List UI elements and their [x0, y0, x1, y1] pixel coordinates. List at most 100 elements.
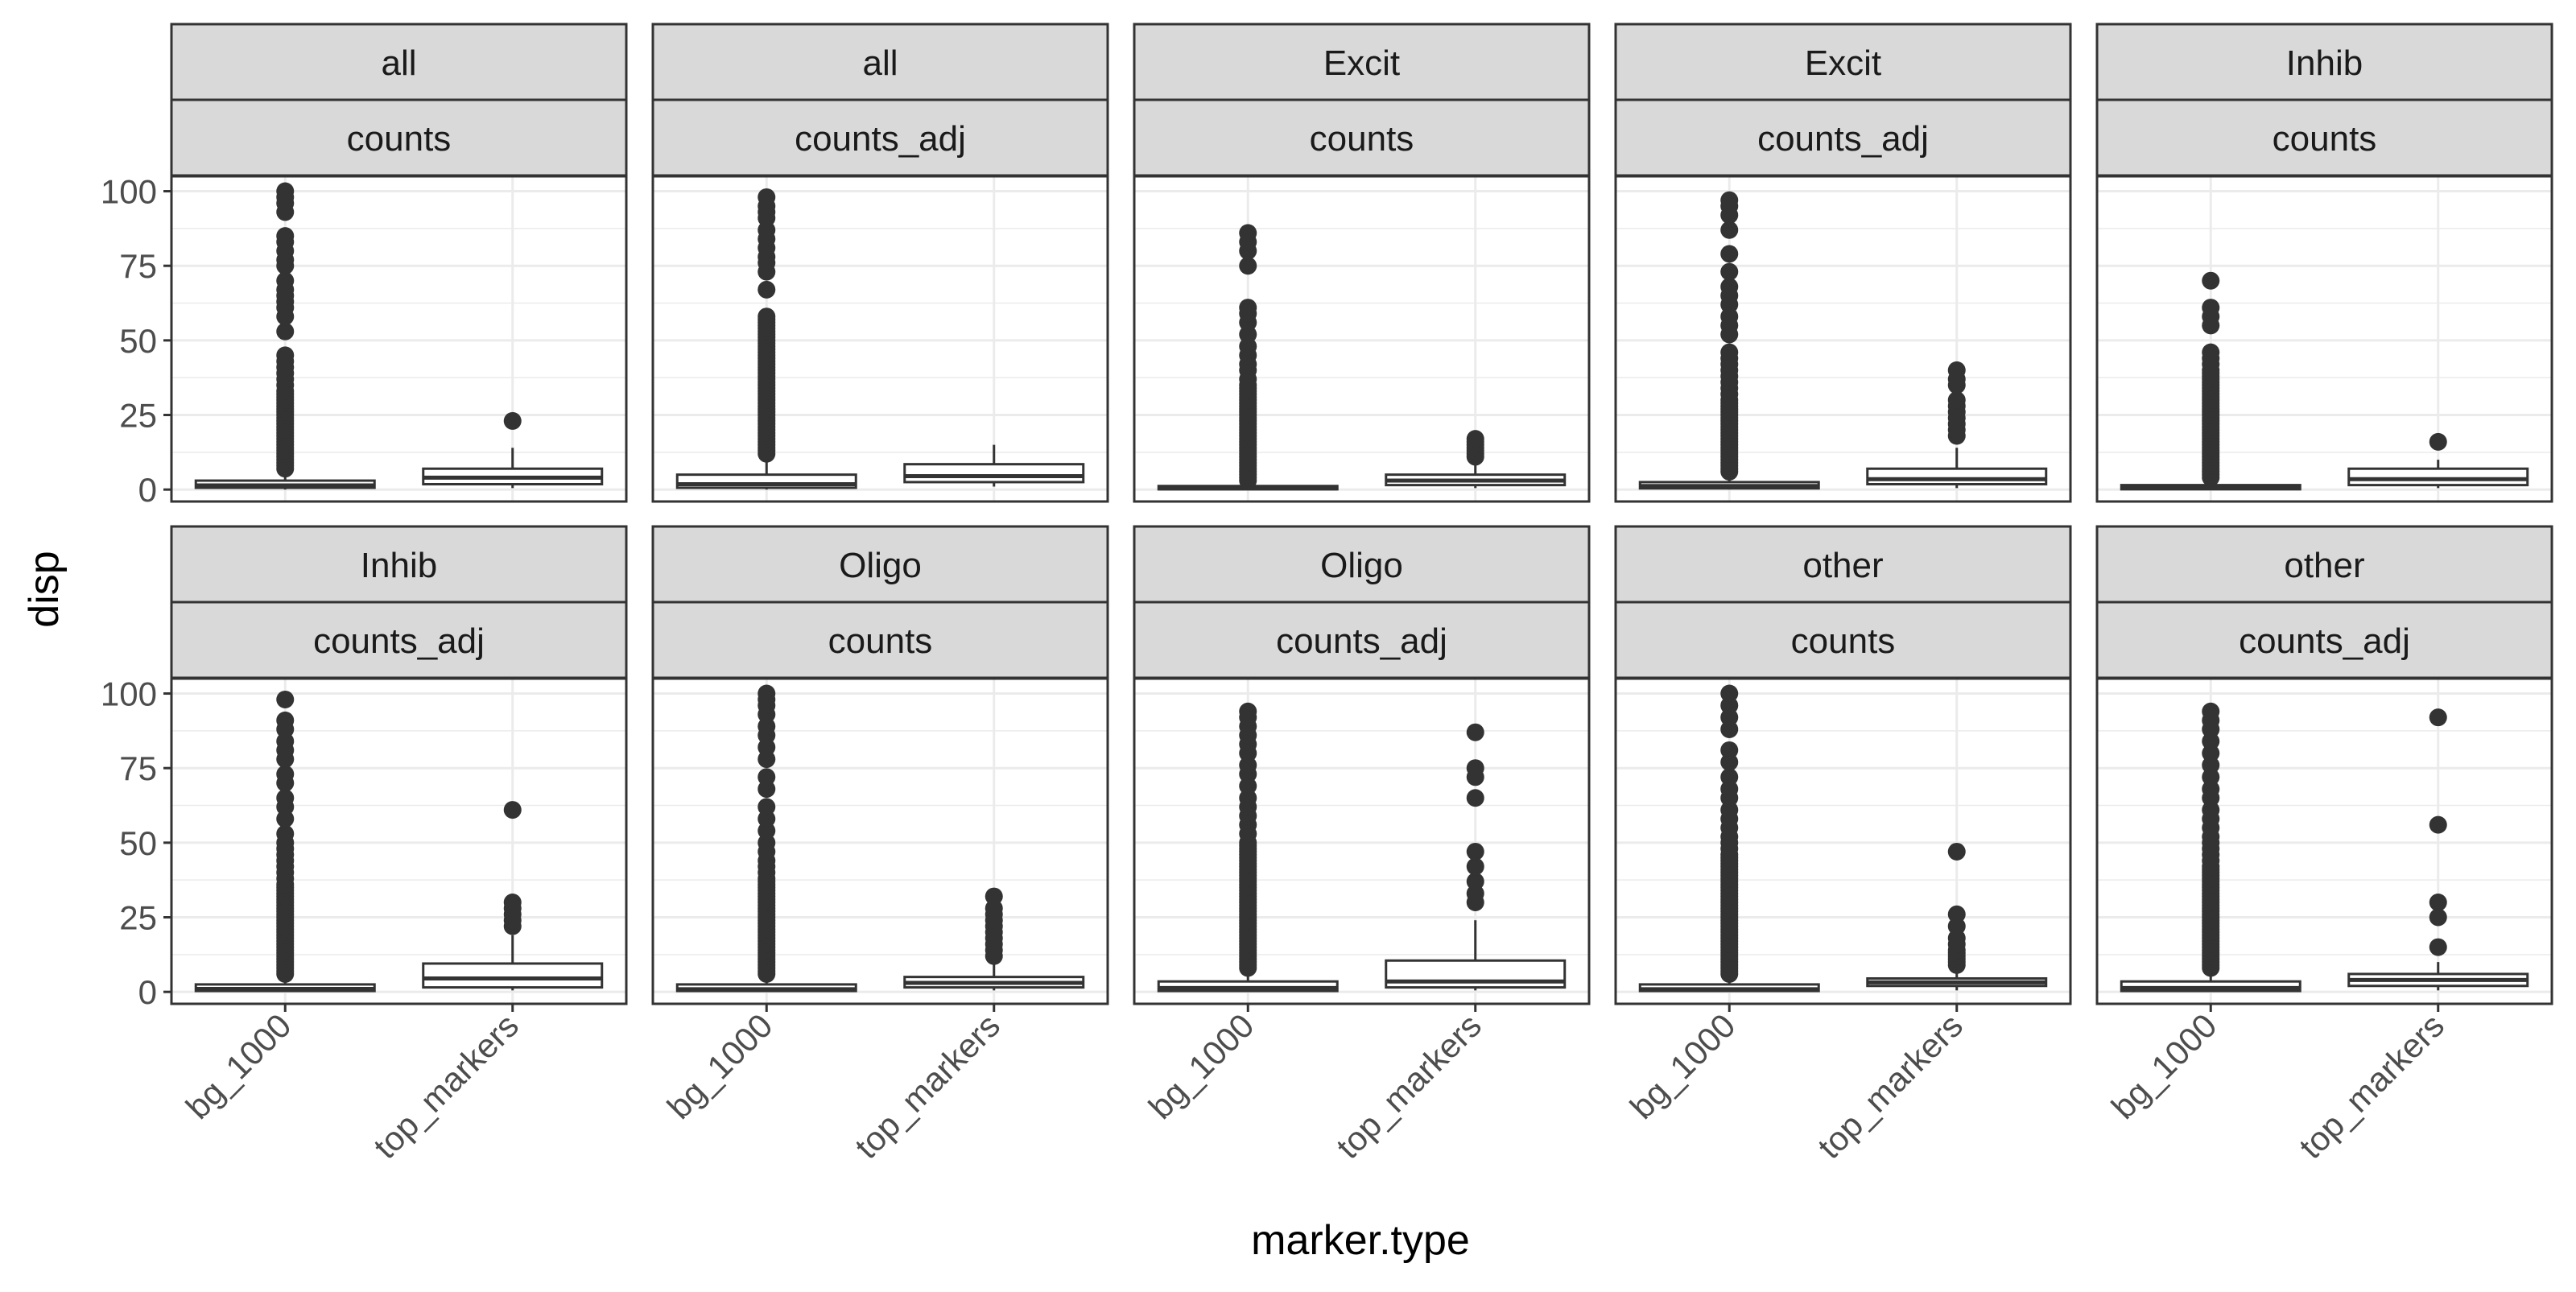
outlier-point — [1947, 842, 1966, 861]
facet-strip-bottom — [1133, 601, 1591, 679]
facet-strip-top-label: all — [862, 43, 898, 83]
outlier-point — [758, 188, 776, 206]
boxplot-top_markers — [1866, 842, 2048, 991]
y-tick-label: 50 — [119, 824, 157, 862]
outlier-point — [1720, 191, 1739, 209]
outlier-point — [1239, 224, 1257, 242]
outlier-point — [2202, 343, 2220, 361]
outlier-point — [276, 182, 295, 200]
y-tick-label: 100 — [101, 675, 157, 713]
outlier-point — [1239, 702, 1257, 720]
outlier-point — [1720, 278, 1739, 296]
outlier-point — [1466, 873, 1484, 891]
boxplot-bg_1000 — [675, 188, 857, 490]
panel-border — [2095, 175, 2553, 503]
facet-strip-top — [1614, 525, 2072, 604]
y-tick-label: 75 — [119, 749, 157, 787]
outlier-point — [1720, 741, 1739, 759]
outlier-point — [758, 308, 776, 326]
plot-background — [171, 176, 626, 502]
facet-strip-top — [170, 23, 628, 101]
facet-strip-bottom — [651, 601, 1109, 679]
x-tick-label: top_markers — [1329, 1006, 1488, 1166]
boxplot-bg_1000 — [194, 182, 376, 490]
facet-strip-bottom-label: counts_adj — [1757, 119, 1929, 159]
boxplot-bg_1000 — [1638, 191, 1820, 490]
panel-border — [2095, 677, 2553, 1005]
facet-strip-bottom-label: counts — [1310, 119, 1414, 159]
outlier-point — [276, 824, 295, 843]
outlier-point — [503, 801, 522, 819]
facet-strip-bottom — [1614, 98, 2072, 177]
outlier-point — [503, 893, 522, 911]
facet-panel: Excit counts_adj — [1614, 23, 2072, 503]
outlier-point — [1466, 430, 1484, 448]
facet-strip-bottom-label: counts_adj — [795, 119, 966, 159]
outlier-point — [276, 346, 295, 365]
plot-background — [1616, 679, 2070, 1004]
facet-strip-top-label: Oligo — [1320, 546, 1403, 585]
outlier-point — [276, 690, 295, 708]
plot-background — [171, 679, 626, 1004]
outlier-point — [503, 411, 522, 430]
facet-panel: Oligo counts bg_1000 top_markers — [651, 525, 1109, 1166]
outlier-point — [1720, 262, 1739, 281]
x-tick-label: bg_1000 — [179, 1006, 299, 1126]
facet-panel: other counts bg_1000 top_markers — [1614, 525, 2072, 1166]
facet-strip-top — [1133, 525, 1591, 604]
outlier-point — [1720, 684, 1739, 703]
facet-panel: other counts_adj bg_1000 top_markers — [2095, 525, 2553, 1166]
facet-panel: Inhib counts — [2095, 23, 2553, 503]
facet-panel: Inhib counts_adj 0 25 50 75 100 bg_1000 top_mark… — [101, 525, 628, 1166]
outlier-point — [1947, 390, 1966, 409]
facet-panel: Oligo counts_adj bg_1000 top_markers — [1133, 525, 1591, 1166]
outlier-point — [2429, 908, 2447, 927]
facet-strip-top-label: Excit — [1323, 43, 1400, 83]
y-tick-label: 50 — [119, 322, 157, 360]
outlier-point — [1466, 842, 1484, 861]
panel-border — [1133, 677, 1591, 1005]
facet-strip-top — [2095, 525, 2553, 604]
facet-strip-top — [651, 23, 1109, 101]
outlier-point — [2429, 708, 2447, 727]
boxplot-top_markers — [422, 411, 604, 489]
panel-border — [651, 677, 1109, 1005]
outlier-point — [1720, 245, 1739, 263]
x-tick-label: bg_1000 — [1141, 1006, 1261, 1126]
panel-border — [1614, 677, 2072, 1005]
facet-strip-bottom — [170, 98, 628, 177]
box-iqr — [903, 463, 1085, 484]
x-tick-label: top_markers — [366, 1006, 526, 1166]
boxplot-top_markers — [1866, 361, 2048, 489]
facet-strip-bottom — [1614, 601, 2072, 679]
plot-background — [1134, 176, 1589, 502]
facet-strip-top-label: other — [1802, 546, 1883, 585]
box-iqr — [422, 962, 604, 989]
outlier-point — [1720, 768, 1739, 786]
plot-background — [653, 176, 1108, 502]
outlier-point — [758, 280, 776, 299]
facet-strip-top-label: all — [381, 43, 416, 83]
plot-background — [653, 679, 1108, 1004]
panels-layer: all counts 0 25 50 75 100 all counts_adj Excit cou… — [101, 23, 2553, 1166]
facet-strip-top — [651, 525, 1109, 604]
x-tick-label: top_markers — [1810, 1006, 1970, 1166]
x-tick-label: top_markers — [2292, 1006, 2451, 1166]
panel-border — [1133, 175, 1591, 503]
plot-background — [2097, 176, 2552, 502]
x-tick-label: bg_1000 — [2104, 1006, 2224, 1126]
boxplot-bg_1000 — [675, 684, 857, 993]
outlier-point — [2429, 815, 2447, 834]
facet-strip-top-label: Oligo — [839, 546, 922, 585]
outlier-point — [2429, 893, 2447, 911]
outlier-point — [276, 765, 295, 783]
outlier-point — [1466, 759, 1484, 778]
outlier-point — [1947, 905, 1966, 923]
boxplot-bg_1000 — [1157, 702, 1339, 993]
facet-strip-bottom-label: counts_adj — [2239, 621, 2410, 661]
outlier-point — [276, 789, 295, 807]
facet-panel: Excit counts — [1133, 23, 1591, 503]
boxplot-top_markers — [1385, 723, 1567, 991]
